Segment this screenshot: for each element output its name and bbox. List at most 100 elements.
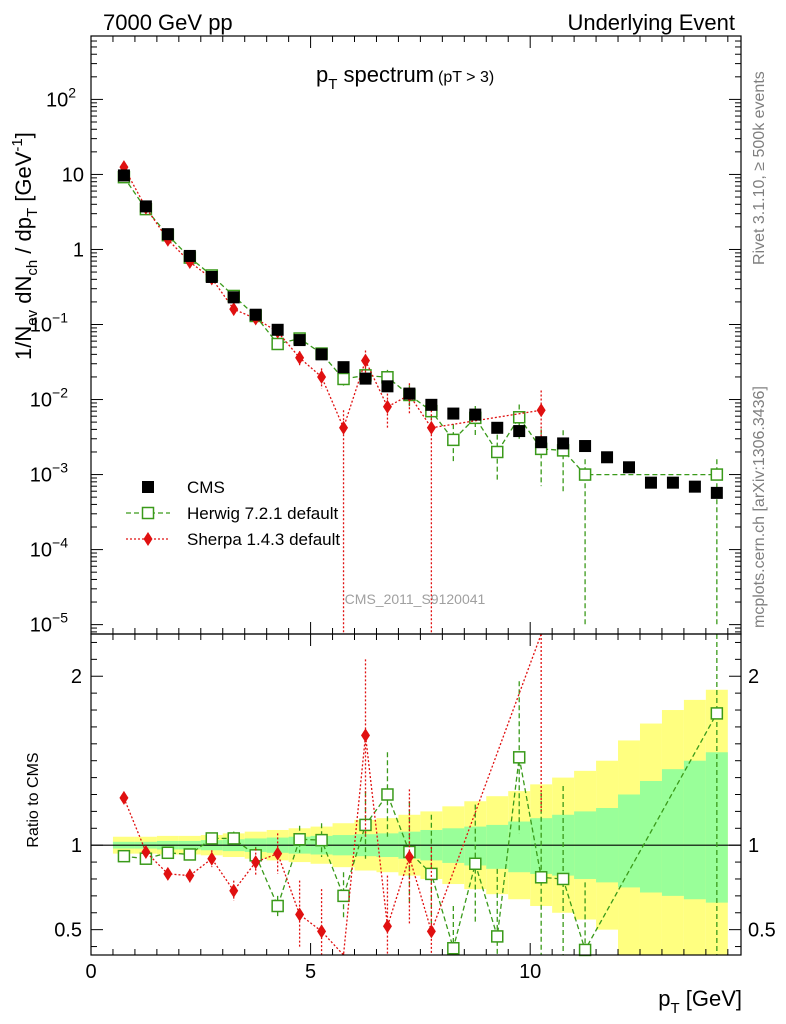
main-panel-series — [117, 160, 724, 634]
x-axis-label: pT [GeV] — [658, 986, 742, 1017]
herwig-ratio-point — [512, 751, 526, 764]
sherpa-ratio-point — [141, 844, 151, 859]
x-tick-label: 10 — [519, 961, 541, 983]
sherpa-main-point — [229, 302, 239, 317]
legend-label-herwig: Herwig 7.2.1 default — [187, 504, 338, 523]
legend-marker-herwig — [141, 506, 155, 520]
sherpa-main-point — [426, 420, 436, 435]
herwig-main-point — [578, 468, 592, 481]
herwig-ratio-point — [161, 846, 175, 860]
sherpa-ratio-point — [207, 851, 217, 866]
cms-main-point — [117, 169, 130, 182]
herwig-ratio-point — [469, 857, 482, 871]
legend-label-cms: CMS — [187, 478, 225, 497]
sherpa-ratio-point — [119, 790, 129, 805]
sherpa-ratio-point — [317, 924, 327, 939]
sherpa-ratio-point — [273, 846, 283, 861]
herwig-ratio-point — [381, 788, 394, 801]
herwig-ratio-point — [556, 872, 570, 886]
mcplots-label: mcplots.cern.ch [arXiv:1306.3436] — [751, 386, 768, 628]
cms-main-point — [710, 486, 723, 499]
sherpa-ratio-point — [360, 728, 370, 743]
herwig-ratio-point — [117, 849, 131, 863]
chart-title: pT spectrum (pT > 3) — [316, 62, 494, 93]
y-tick-label: 1 — [73, 239, 84, 261]
y-tick-label: 10 — [62, 164, 84, 186]
y-tick-label: 10−5 — [30, 610, 68, 637]
herwig-main-point — [447, 433, 460, 447]
herwig-main-point — [271, 337, 284, 351]
cms-main-point — [139, 200, 152, 213]
herwig-ratio-point — [447, 941, 460, 955]
cms-main-point — [688, 480, 701, 493]
sherpa-ratio-point — [295, 907, 305, 922]
herwig-ratio-point — [578, 943, 592, 957]
cms-main-point — [623, 461, 636, 474]
cms-main-point — [359, 372, 372, 385]
legend-label-sherpa: Sherpa 1.4.3 default — [187, 530, 340, 549]
panel-frames: 0 5 10 10−5 10−4 10−3 10−2 10−1 1 10 102 0.5 0.5 1 1 2 2 — [30, 35, 776, 983]
y-tick-label: 10−1 — [30, 310, 68, 337]
herwig-ratio-point — [205, 832, 219, 845]
cms-main-point — [403, 387, 416, 400]
herwig-ratio-point — [710, 707, 724, 720]
cms-main-point — [205, 270, 218, 283]
y-tick-label: 10−2 — [30, 385, 68, 412]
herwig-ratio-point — [227, 832, 240, 845]
ratio-y-tick-label: 1 — [71, 835, 82, 857]
ratio-y-tick-label: 2 — [71, 666, 82, 688]
herwig-ratio-point — [534, 871, 548, 884]
band-inner-bin — [683, 760, 706, 900]
cms-main-point — [227, 291, 240, 304]
band-inner-bin — [530, 818, 553, 874]
sherpa-ratio-point — [404, 850, 414, 865]
ratio-y-axis-label: Ratio to CMS — [25, 752, 42, 847]
herwig-ratio-point — [425, 867, 438, 881]
cms-main-point — [425, 398, 438, 411]
ratio-y-tick-label: 0.5 — [54, 920, 82, 942]
sherpa-main-point — [360, 353, 370, 368]
ratio-y-tick-label-right: 0.5 — [748, 920, 776, 942]
cms-main-point — [491, 421, 504, 434]
y-tick-label: 10−4 — [30, 535, 68, 562]
sherpa-ratio-line — [123, 633, 542, 957]
sherpa-ratio-point — [426, 924, 436, 939]
sherpa-main-point — [536, 403, 546, 418]
ratio-y-tick-label-right: 1 — [748, 835, 759, 857]
herwig-main-point — [491, 445, 504, 459]
sherpa-main-point — [382, 399, 392, 414]
y-tick-label: 102 — [46, 84, 76, 111]
ratio-y-tick-label-right: 2 — [748, 666, 759, 688]
sherpa-ratio-point — [229, 883, 239, 898]
band-inner-bin — [661, 769, 684, 896]
rivet-label: Rivet 3.1.10, ≥ 500k events — [751, 71, 768, 265]
cms-main-point — [557, 437, 570, 450]
cms-main-point — [666, 476, 679, 489]
ratio-panel-series — [117, 633, 724, 957]
cms-main-point — [644, 476, 657, 489]
cms-main-point — [601, 451, 614, 464]
band-inner-bin — [618, 794, 640, 888]
sherpa-ratio-point — [185, 868, 195, 883]
main-y-axis-label: 1/Nev dNch / dpT [GeV-1] — [9, 132, 41, 360]
cms-main-point — [513, 425, 526, 438]
sherpa-main-line — [123, 166, 542, 430]
herwig-main-point — [710, 468, 724, 481]
legend-marker-sherpa — [143, 532, 153, 546]
cms-main-point — [337, 361, 350, 374]
sherpa-main-point — [317, 369, 327, 384]
legend: CMS Herwig 7.2.1 default Sherpa 1.4.3 defa… — [126, 478, 340, 549]
legend-marker-cms — [142, 481, 154, 493]
cms-main-point — [535, 436, 548, 449]
sherpa-ratio-point — [382, 919, 392, 934]
band-inner-bin — [486, 824, 509, 869]
ratio-uncertainty-bands — [91, 689, 741, 955]
header-left: 7000 GeV pp — [103, 10, 233, 35]
header-right: Underlying Event — [567, 10, 735, 35]
herwig-ratio-point — [315, 833, 328, 847]
band-inner-bin — [508, 821, 531, 873]
y-tick-label: 10−3 — [30, 460, 68, 487]
cms-main-point — [249, 308, 262, 321]
herwig-ratio-point — [491, 930, 504, 943]
